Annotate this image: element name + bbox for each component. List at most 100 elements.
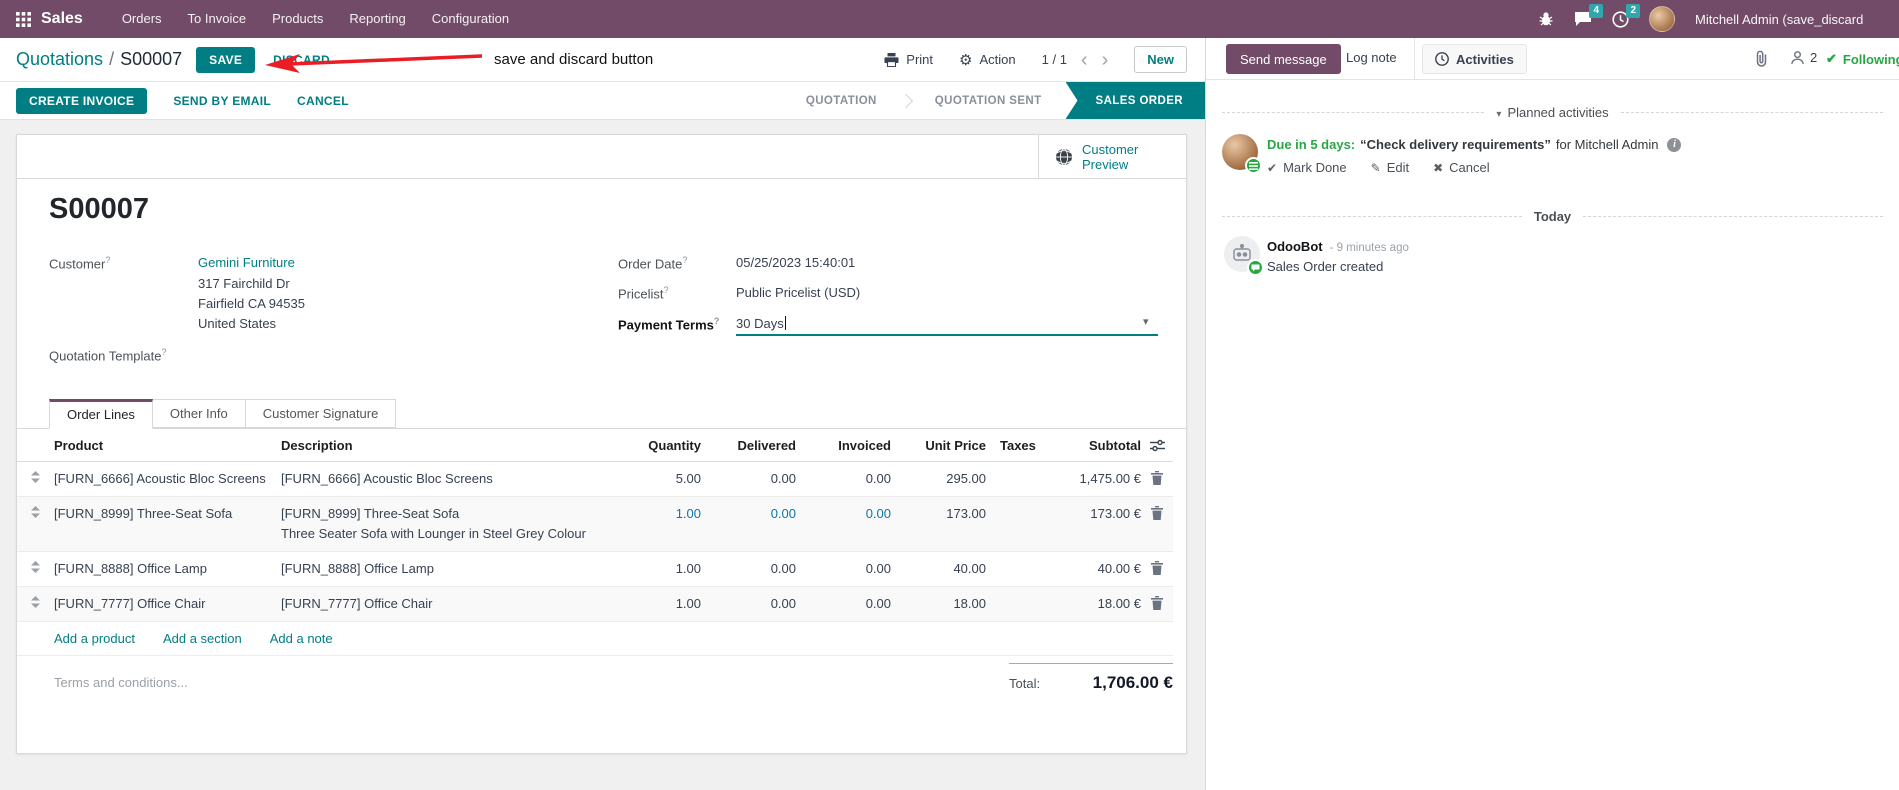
info-icon[interactable]: i — [1667, 137, 1682, 152]
cell-quantity[interactable]: 1.00 — [675, 596, 701, 611]
messages-icon[interactable]: 4 — [1574, 4, 1603, 27]
drag-handle-icon[interactable] — [17, 561, 54, 573]
log-note-button[interactable]: Log note — [1346, 50, 1397, 65]
nav-left: Sales Orders To Invoice Products Reporti… — [0, 0, 522, 38]
print-button[interactable]: Print — [884, 52, 933, 67]
save-button[interactable]: SAVE — [196, 46, 256, 73]
cancel-activity-button[interactable]: ✖ Cancel — [1433, 160, 1490, 175]
help-icon: ? — [682, 255, 688, 265]
activity-actions: ✔ Mark Done ✎ Edit ✖ Cancel — [1267, 160, 1490, 175]
customer-link[interactable]: Gemini Furniture — [198, 255, 295, 270]
cancel-button[interactable]: CANCEL — [297, 93, 349, 108]
send-message-button[interactable]: Send message — [1226, 44, 1341, 74]
add-section-link[interactable]: Add a section — [162, 631, 242, 646]
optional-columns-icon[interactable] — [1141, 439, 1173, 452]
drag-handle-icon[interactable] — [17, 596, 54, 608]
order-date-field[interactable]: 05/25/2023 15:40:01 — [736, 255, 856, 270]
delete-row-icon[interactable] — [1141, 596, 1173, 610]
nav-item-to-invoice[interactable]: To Invoice — [187, 11, 247, 26]
tab-order-lines[interactable]: Order Lines — [49, 399, 153, 429]
nav-item-reporting[interactable]: Reporting — [349, 11, 406, 26]
cell-description[interactable]: [FURN_6666] Acoustic Bloc Screens — [281, 471, 493, 486]
nav-item-products[interactable]: Products — [272, 11, 324, 26]
new-button[interactable]: New — [1134, 46, 1187, 73]
delete-row-icon[interactable] — [1141, 471, 1173, 485]
cell-invoiced[interactable]: 0.00 — [865, 561, 891, 576]
apps-menu[interactable]: Sales — [16, 10, 83, 28]
form-view-area: Customer Preview S00007 Customer? Gemini… — [0, 120, 1205, 790]
cell-unit-price[interactable]: 173.00 — [946, 506, 986, 521]
step-quotation[interactable]: QUOTATION — [805, 94, 877, 107]
add-product-link[interactable]: Add a product — [54, 631, 135, 646]
order-line-row[interactable]: [FURN_6666] Acoustic Bloc Screens [FURN_… — [17, 462, 1173, 497]
pager-previous-icon[interactable]: ‹ — [1080, 48, 1088, 71]
planned-activities-header[interactable]: ▾ Planned activities — [1206, 105, 1899, 120]
cell-invoiced[interactable]: 0.00 — [865, 596, 891, 611]
cell-subtotal: 1,475.00 € — [1079, 471, 1141, 486]
step-quotation-sent[interactable]: QUOTATION SENT — [934, 94, 1042, 107]
pager-count: 1 / 1 — [1041, 52, 1067, 67]
user-name[interactable]: Mitchell Admin (save_discard — [1695, 11, 1864, 27]
activity-summary-line: Due in 5 days: “Check delivery requireme… — [1267, 137, 1682, 152]
message-body: Sales Order created — [1267, 259, 1384, 274]
drag-handle-icon[interactable] — [17, 506, 54, 518]
cell-quantity[interactable]: 1.00 — [675, 561, 701, 576]
order-line-row[interactable]: [FURN_7777] Office Chair [FURN_7777] Off… — [17, 587, 1173, 622]
cell-unit-price[interactable]: 40.00 — [953, 561, 986, 576]
add-note-link[interactable]: Add a note — [269, 631, 333, 646]
user-avatar[interactable] — [1649, 6, 1675, 32]
following-button[interactable]: ✔ Following — [1826, 51, 1899, 67]
cell-quantity[interactable]: 5.00 — [675, 471, 701, 486]
gear-icon: ⚙ — [959, 51, 973, 69]
cell-invoiced[interactable]: 0.00 — [865, 506, 891, 521]
step-sales-order-active[interactable]: SALES ORDER — [1065, 82, 1205, 119]
nav-item-configuration[interactable]: Configuration — [431, 11, 510, 26]
header-product: Product — [54, 438, 104, 453]
cell-product[interactable]: [FURN_7777] Office Chair — [54, 596, 206, 611]
tab-other-info[interactable]: Other Info — [152, 399, 246, 428]
cell-delivered[interactable]: 0.00 — [770, 506, 796, 521]
send-by-email-button[interactable]: SEND BY EMAIL — [173, 93, 272, 108]
cell-product[interactable]: [FURN_8888] Office Lamp — [54, 561, 207, 576]
tab-customer-signature[interactable]: Customer Signature — [245, 399, 397, 428]
terms-placeholder[interactable]: Terms and conditions... — [54, 675, 188, 690]
activity-clock-icon[interactable]: 2 — [1612, 3, 1640, 28]
nav-item-orders[interactable]: Orders — [121, 11, 162, 26]
cell-unit-price[interactable]: 18.00 — [953, 596, 986, 611]
cell-product[interactable]: [FURN_6666] Acoustic Bloc Screens — [54, 471, 266, 486]
cell-quantity[interactable]: 1.00 — [675, 506, 701, 521]
debug-bug-icon[interactable] — [1538, 11, 1554, 27]
action-button[interactable]: ⚙ Action — [959, 51, 1016, 69]
create-invoice-button[interactable]: CREATE INVOICE — [16, 87, 148, 114]
cell-delivered[interactable]: 0.00 — [770, 561, 796, 576]
delete-row-icon[interactable] — [1141, 561, 1173, 575]
drag-handle-icon[interactable] — [17, 471, 54, 483]
payment-terms-input[interactable]: 30 Days — [736, 316, 786, 331]
dropdown-caret-icon[interactable]: ▾ — [1143, 316, 1149, 328]
annotation-label: save and discard button — [494, 51, 654, 68]
customer-preview-button[interactable]: Customer Preview — [1038, 135, 1186, 178]
edit-activity-button[interactable]: ✎ Edit — [1370, 160, 1410, 175]
order-line-row[interactable]: [FURN_8888] Office Lamp [FURN_8888] Offi… — [17, 552, 1173, 587]
clock-icon — [1435, 52, 1449, 66]
attachment-paperclip-icon[interactable] — [1754, 50, 1770, 67]
cell-unit-price[interactable]: 295.00 — [946, 471, 986, 486]
text-cursor — [784, 316, 786, 330]
cell-description[interactable]: [FURN_7777] Office Chair — [281, 596, 433, 611]
cell-description[interactable]: [FURN_8999] Three-Seat Sofa Three Seater… — [281, 506, 646, 542]
pager: 1 / 1 ‹ › — [1042, 50, 1109, 70]
cell-invoiced[interactable]: 0.00 — [865, 471, 891, 486]
mark-done-button[interactable]: ✔ Mark Done — [1267, 160, 1347, 175]
followers-button[interactable]: 2 — [1790, 50, 1817, 65]
pager-next-icon[interactable]: › — [1101, 48, 1109, 71]
cell-delivered[interactable]: 0.00 — [770, 471, 796, 486]
cell-delivered[interactable]: 0.00 — [770, 596, 796, 611]
cell-product[interactable]: [FURN_8999] Three-Seat Sofa — [54, 506, 233, 521]
pricelist-field[interactable]: Public Pricelist (USD) — [736, 285, 861, 300]
delete-row-icon[interactable] — [1141, 506, 1173, 520]
activities-button[interactable]: Activities — [1422, 44, 1527, 74]
order-line-row[interactable]: [FURN_8999] Three-Seat Sofa [FURN_8999] … — [17, 497, 1173, 552]
cell-description[interactable]: [FURN_8888] Office Lamp — [281, 561, 434, 576]
header-taxes: Taxes — [1000, 438, 1036, 453]
breadcrumb-quotations[interactable]: Quotations — [16, 49, 104, 69]
